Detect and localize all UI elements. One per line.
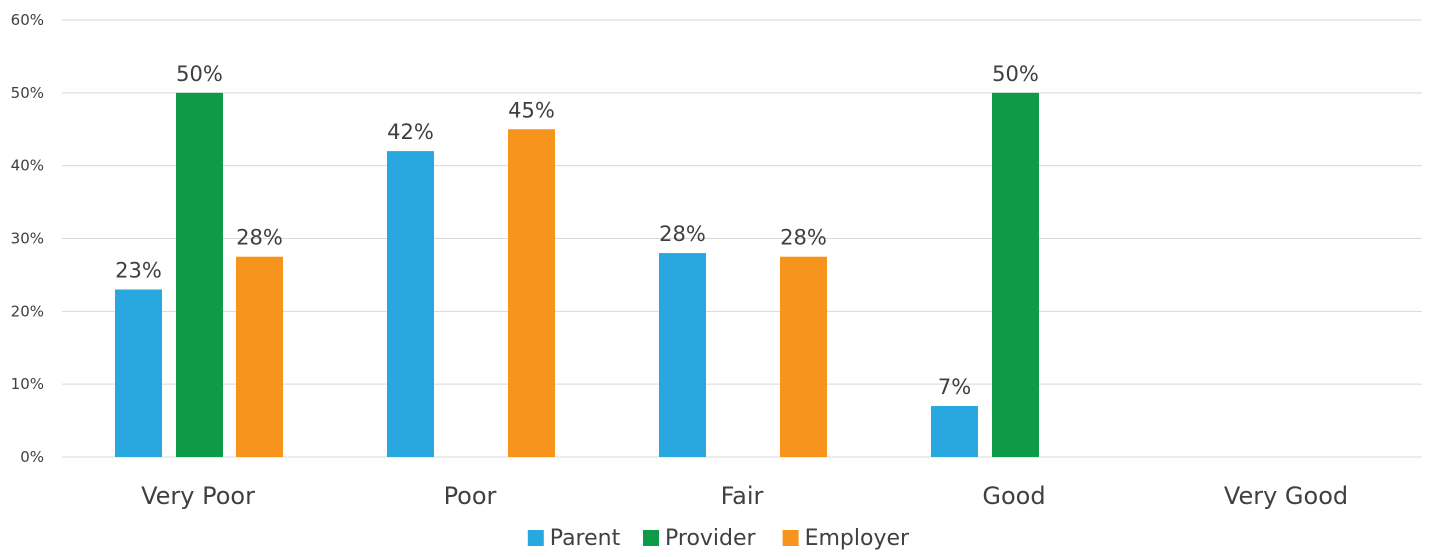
legend-item: Employer [782, 526, 910, 551]
x-category-label: Very Good [1224, 482, 1348, 510]
bar-employer [508, 129, 555, 457]
legend-swatch [643, 530, 659, 546]
y-tick-label: 50% [11, 84, 44, 102]
x-category-label: Very Poor [141, 482, 255, 510]
gridlines [62, 19, 1422, 458]
data-label: 45% [508, 98, 555, 122]
legend-item: Parent [527, 526, 621, 551]
legend-swatch [527, 530, 544, 546]
legend-label: Employer [805, 526, 910, 551]
bar-parent [931, 406, 978, 457]
x-category-label: Fair [721, 482, 764, 510]
y-tick-label: 60% [11, 11, 44, 29]
data-label: 42% [387, 120, 434, 144]
y-tick-label: 10% [11, 375, 44, 393]
legend: Parent Provider Employer [527, 526, 910, 551]
y-tick-label: 30% [11, 230, 44, 248]
y-tick-label: 0% [20, 448, 44, 466]
data-label: 28% [236, 226, 283, 250]
data-labels: 23% 42% 28% 7% 50% 50% 28% 45% 28% [115, 62, 1039, 399]
bar-employer [780, 256, 827, 457]
x-axis-categories: Very Poor Poor Fair Good Very Good [141, 482, 1348, 510]
legend-swatch [782, 530, 799, 546]
legend-item: Provider [643, 526, 757, 551]
data-label: 50% [176, 62, 223, 86]
bar-parent [659, 253, 706, 457]
x-category-label: Good [982, 482, 1045, 510]
y-tick-label: 40% [11, 157, 44, 175]
data-label: 50% [992, 62, 1039, 86]
bar-provider [176, 92, 223, 457]
bar-parent [387, 151, 434, 457]
x-category-label: Poor [444, 482, 497, 510]
legend-label: Parent [550, 526, 621, 551]
bar-provider [992, 92, 1039, 457]
data-label: 7% [938, 375, 971, 399]
bar-employer [236, 256, 283, 457]
legend-label: Provider [665, 526, 757, 551]
data-label: 28% [780, 226, 827, 250]
data-label: 28% [659, 222, 706, 246]
bar-parent [115, 289, 162, 457]
y-tick-label: 20% [11, 302, 44, 320]
y-axis-ticks: 0% 10% 20% 30% 40% 50% 60% [11, 11, 44, 466]
data-label: 23% [115, 258, 162, 282]
bars [115, 92, 1039, 457]
